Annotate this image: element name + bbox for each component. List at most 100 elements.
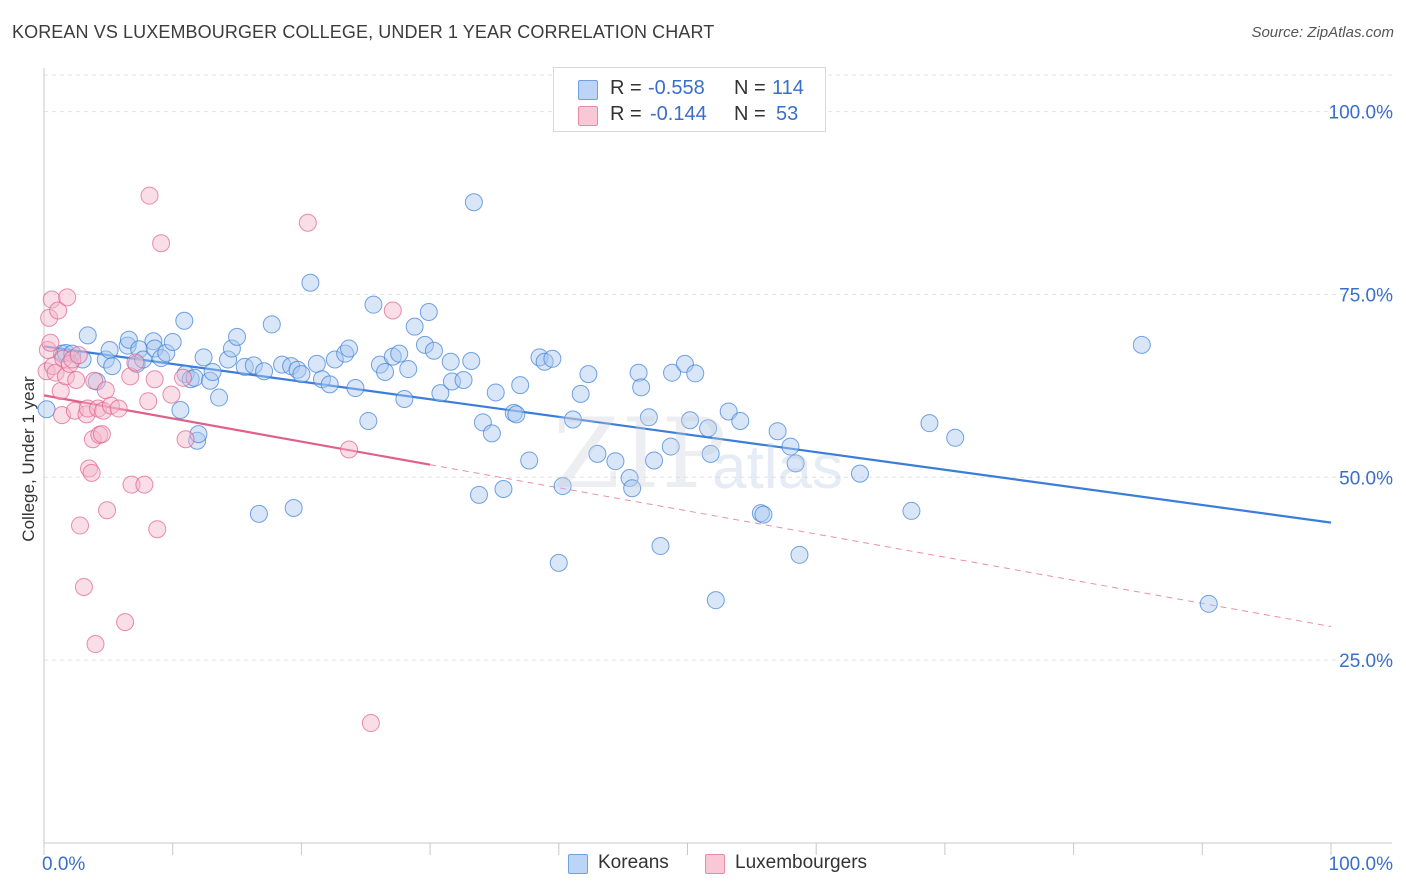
n-label: N = <box>734 103 766 125</box>
data-point-luxembourgers <box>152 234 171 253</box>
data-point-koreans <box>454 371 473 390</box>
y-axis-label: College, Under 1 year <box>19 376 38 542</box>
data-point-luxembourgers <box>109 399 128 418</box>
data-point-koreans <box>144 332 163 351</box>
data-point-koreans <box>645 451 664 470</box>
data-point-koreans <box>1132 335 1151 354</box>
luxembourgers-swatch <box>578 106 598 126</box>
data-point-koreans <box>188 431 207 450</box>
data-point-koreans <box>571 384 590 403</box>
data-point-koreans <box>706 591 725 610</box>
watermark-atlas: atlas <box>712 433 843 502</box>
data-point-luxembourgers <box>176 430 195 449</box>
data-point-koreans <box>902 501 921 520</box>
data-point-koreans <box>464 193 483 212</box>
data-point-koreans <box>359 411 378 430</box>
data-point-luxembourgers <box>122 475 141 494</box>
data-point-koreans <box>563 410 582 429</box>
r-label: R = <box>610 103 642 125</box>
luxembourgers-swatch <box>705 854 725 874</box>
data-point-koreans <box>228 327 247 346</box>
data-point-koreans <box>152 349 171 368</box>
correlation-legend: R = -0.558 N = 114 R = -0.144 N = 53 <box>553 67 826 132</box>
data-point-luxembourgers <box>298 213 317 232</box>
data-point-koreans <box>651 537 670 556</box>
luxembourgers-label: Luxembourgers <box>735 852 868 873</box>
y-tick-label: 75.0% <box>1339 285 1393 306</box>
data-point-koreans <box>219 350 238 369</box>
data-point-luxembourgers <box>49 301 68 320</box>
data-point-koreans <box>399 360 418 379</box>
data-point-koreans <box>470 485 489 504</box>
data-point-koreans <box>606 452 625 471</box>
data-point-koreans <box>157 343 176 362</box>
data-point-koreans <box>100 341 119 360</box>
data-point-luxembourgers <box>41 333 60 352</box>
data-point-koreans <box>145 339 164 358</box>
data-point-koreans <box>579 365 598 384</box>
y-tick-label: 50.0% <box>1339 468 1393 489</box>
data-point-koreans <box>639 408 658 427</box>
data-point-koreans <box>623 479 642 498</box>
data-point-luxembourgers <box>92 425 111 444</box>
r-value: -0.558 <box>648 77 705 99</box>
data-point-koreans <box>520 451 539 470</box>
data-point-koreans <box>701 444 720 463</box>
data-point-luxembourgers <box>145 370 164 389</box>
data-point-koreans <box>494 479 513 498</box>
data-point-koreans <box>661 437 680 456</box>
data-point-koreans <box>786 454 805 473</box>
data-point-luxembourgers <box>46 363 65 382</box>
data-point-koreans <box>301 273 320 292</box>
data-point-koreans <box>63 344 82 363</box>
data-point-luxembourgers <box>162 385 181 404</box>
data-point-koreans <box>441 352 460 371</box>
data-point-luxembourgers <box>148 520 167 539</box>
legend-row-koreans: R = -0.558 N = 114 <box>554 77 825 101</box>
chart-title: KOREAN VS LUXEMBOURGER COLLEGE, UNDER 1 … <box>12 22 715 42</box>
axes <box>43 68 1392 855</box>
data-point-koreans <box>235 357 254 376</box>
r-label: R = <box>610 77 642 99</box>
data-point-koreans <box>419 302 438 321</box>
n-label: N = <box>734 77 766 99</box>
data-point-koreans <box>118 336 137 355</box>
data-point-koreans <box>395 390 414 409</box>
data-point-koreans <box>754 505 773 524</box>
data-point-koreans <box>163 332 182 351</box>
trend-line-dashed-luxembourgers <box>430 464 1332 627</box>
trend-line-luxembourgers <box>43 394 431 466</box>
n-value: 114 <box>772 77 804 99</box>
data-point-koreans <box>249 504 268 523</box>
data-point-luxembourgers <box>139 392 158 411</box>
data-point-luxembourgers <box>173 368 192 387</box>
data-point-luxembourgers <box>58 288 77 307</box>
data-point-koreans <box>511 376 530 395</box>
data-point-luxembourgers <box>126 353 145 372</box>
source-credit: Source: ZipAtlas.com <box>1251 24 1394 41</box>
data-point-koreans <box>768 422 787 441</box>
data-points <box>37 186 1218 733</box>
data-point-koreans <box>415 335 434 354</box>
data-point-koreans <box>222 339 241 358</box>
data-point-koreans <box>482 424 501 443</box>
data-point-koreans <box>325 350 344 369</box>
data-point-luxembourgers <box>96 381 115 400</box>
data-point-luxembourgers <box>135 475 154 494</box>
data-point-koreans <box>171 400 190 419</box>
legend-row-luxembourgers: R = -0.144 N = 53 <box>554 103 825 127</box>
trend-lines <box>43 345 1332 627</box>
data-point-koreans <box>194 348 213 367</box>
x-tick-label: 0.0% <box>42 854 85 875</box>
data-point-koreans <box>781 437 800 456</box>
data-point-koreans <box>790 545 809 564</box>
data-point-koreans <box>442 372 461 391</box>
data-point-koreans <box>376 362 395 381</box>
data-point-koreans <box>340 339 359 358</box>
data-point-luxembourgers <box>340 440 359 459</box>
data-point-luxembourgers <box>74 578 93 596</box>
data-point-koreans <box>262 315 281 334</box>
data-point-luxembourgers <box>69 346 88 365</box>
data-point-koreans <box>292 365 311 384</box>
